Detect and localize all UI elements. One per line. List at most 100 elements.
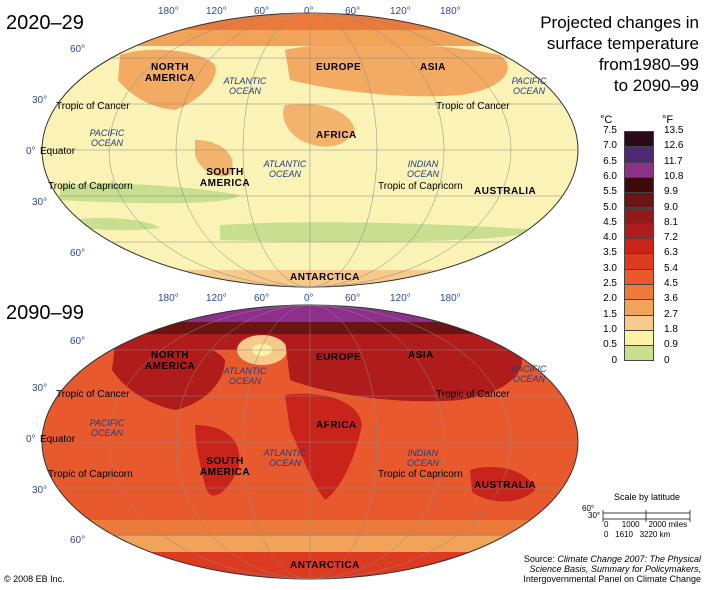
graticule-bottom [42, 305, 578, 579]
source-line-1: Climate Change 2007: The Physical [557, 554, 701, 564]
legend-celsius-value: 7.0 [603, 140, 617, 152]
lon-label: 0° [304, 293, 314, 304]
continent-australia: AUSTRALIA [474, 186, 537, 197]
equator-label: Equator [40, 146, 76, 157]
lat-label: 60° [70, 44, 86, 55]
lat-label: 30° [32, 485, 48, 496]
lon-label: 120° [206, 293, 227, 304]
lon-label: 180° [158, 6, 179, 17]
legend-swatch [624, 176, 654, 194]
lon-label: 60° [254, 6, 270, 17]
legend-swatch [624, 329, 654, 347]
lat-label: 0° [26, 434, 36, 445]
continent-asia: ASIA [420, 62, 446, 73]
legend-fahrenheit-value: 0.9 [664, 339, 678, 351]
ocean-pacific: PACIFIC OCEAN [511, 364, 547, 384]
legend-celsius-value: 2.0 [603, 293, 617, 305]
lon-label: 180° [440, 293, 461, 304]
scale-lat-60: 60° [582, 504, 595, 513]
legend-fahrenheit-value: 1.8 [664, 323, 678, 335]
legend-celsius-value: 5.5 [603, 186, 617, 198]
graticule-top [42, 13, 578, 287]
continent-asia: ASIA [408, 350, 434, 361]
lat-label: 30° [32, 95, 48, 106]
scale-bar-graphic [602, 510, 691, 522]
scale-km: 0 1610 3220 km [604, 530, 671, 539]
tropic-capricorn-label: Tropic of Capricorn [378, 469, 463, 480]
continent-south-america: SOUTH AMERICA [199, 167, 251, 189]
legend-fahrenheit-value: 0 [664, 354, 670, 366]
legend-celsius-value: 4.0 [603, 232, 617, 244]
tropic-cancer-label: Tropic of Cancer [56, 389, 130, 400]
legend-swatch [624, 192, 654, 209]
legend-fahrenheit-value: 9.0 [664, 201, 678, 213]
legend-celsius-value: 5.0 [603, 201, 617, 213]
legend-swatch [624, 345, 654, 362]
legend-unit-celsius: °C [600, 114, 613, 126]
legend-swatch [624, 146, 654, 163]
legend-fahrenheit-value: 2.7 [664, 308, 678, 320]
continent-europe: EUROPE [316, 62, 362, 73]
legend-swatch [624, 314, 654, 331]
legend-fahrenheit-value: 5.4 [664, 262, 678, 274]
source-line-3: Intergovernmental Panel on Climate Chang… [523, 574, 701, 584]
scale-lat-30: 30° [588, 511, 601, 520]
legend-fahrenheit-value: 8.1 [664, 216, 678, 228]
ocean-pacific: PACIFIC OCEAN [511, 76, 547, 96]
legend-swatch [624, 161, 654, 178]
legend-celsius-value: 0.5 [603, 339, 617, 351]
legend-celsius-value: 6.5 [603, 155, 617, 167]
ocean-indian: INDIAN OCEAN [406, 159, 439, 179]
ocean-pacific: PACIFIC OCEAN [89, 418, 125, 438]
legend-fahrenheit-value: 12.6 [664, 140, 684, 152]
legend-celsius-value: 0 [611, 354, 617, 366]
legend-swatch [624, 222, 654, 240]
source-note: Source: Climate Change 2007: The Physica… [401, 554, 701, 584]
legend-fahrenheit-value: 7.2 [664, 232, 678, 244]
lat-label: 0° [26, 146, 36, 157]
legend-celsius-value: 4.5 [603, 216, 617, 228]
continent-antarctica: ANTARCTICA [290, 272, 360, 283]
scale-miles: 0 1000 2000 miles [604, 520, 688, 529]
continent-europe: EUROPE [316, 352, 362, 363]
tropic-capricorn-label: Tropic of Capricorn [48, 181, 133, 192]
tropic-capricorn-label: Tropic of Capricorn [378, 181, 463, 192]
ocean-atlantic: ATLANTIC OCEAN [223, 76, 267, 96]
legend-fahrenheit-value: 6.3 [664, 247, 678, 259]
continent-australia: AUSTRALIA [474, 480, 537, 491]
lat-label: 60° [70, 248, 86, 259]
legend-celsius-value: 1.0 [603, 323, 617, 335]
tropic-cancer-label: Tropic of Cancer [436, 101, 510, 112]
ocean-atlantic: ATLANTIC OCEAN [223, 366, 267, 386]
lat-label: 60° [70, 535, 86, 546]
legend-fahrenheit-value: 13.5 [664, 125, 684, 136]
lon-label: 60° [345, 293, 361, 304]
legend-fahrenheit-value: 9.9 [664, 186, 678, 198]
scale-title: Scale by latitude [614, 492, 681, 502]
copyright: © 2008 EB Inc. [4, 574, 65, 584]
continent-south-america: SOUTH AMERICA [199, 456, 251, 478]
ocean-pacific: PACIFIC OCEAN [89, 128, 125, 148]
continent-north-america: NORTH AMERICA [144, 62, 196, 84]
lon-label: 180° [440, 6, 461, 17]
legend-celsius-value: 7.5 [603, 125, 617, 136]
lon-label: 120° [206, 6, 227, 17]
lat-label: 30° [32, 197, 48, 208]
legend-fahrenheit-value: 3.6 [664, 293, 678, 305]
ocean-atlantic: ATLANTIC OCEAN [263, 448, 307, 468]
ocean-atlantic: ATLANTIC OCEAN [263, 159, 307, 179]
equator-label: Equator [40, 434, 76, 445]
lon-label: 60° [345, 6, 361, 17]
continent-north-america: NORTH AMERICA [144, 350, 196, 372]
continent-africa: AFRICA [316, 130, 357, 141]
legend-fahrenheit-value: 11.7 [664, 155, 683, 167]
lon-label: 120° [390, 293, 411, 304]
source-prefix: Source: [523, 554, 558, 564]
ocean-indian: INDIAN OCEAN [406, 448, 439, 468]
legend-swatch [624, 207, 654, 224]
period-label-top: 2020–29 [6, 12, 84, 34]
legend-fahrenheit-value: 10.8 [664, 170, 684, 182]
tropic-capricorn-label: Tropic of Capricorn [48, 469, 133, 480]
legend-swatch [624, 284, 654, 301]
